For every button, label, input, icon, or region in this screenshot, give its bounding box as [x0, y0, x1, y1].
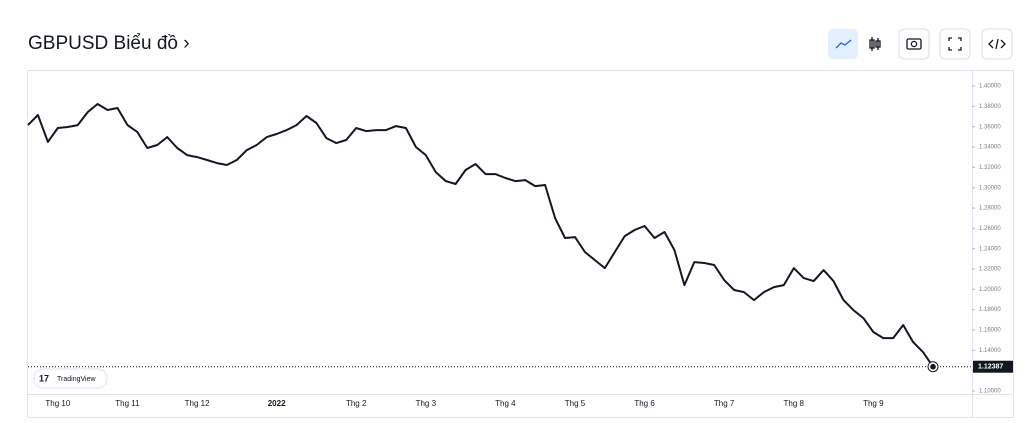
chart-frame [27, 70, 1014, 418]
x-tick-label: Thg 9 [863, 399, 884, 408]
x-tick-label: Thg 12 [185, 399, 210, 408]
y-tick-label: 1.24000 [979, 246, 1001, 252]
y-tick-label: 1.28000 [979, 206, 1001, 212]
last-price-box [973, 360, 1013, 373]
last-price-label: 1.12387 [978, 364, 1003, 371]
y-tick-label: 1.32000 [979, 165, 1001, 171]
y-tick-label: 1.26000 [979, 226, 1001, 232]
watermark-text: TradingView [57, 376, 96, 383]
fullscreen-button[interactable] [939, 28, 971, 60]
x-tick-label: Thg 7 [714, 399, 735, 408]
y-tick-label: 1.38000 [979, 104, 1001, 110]
y-tick-label: 1.20000 [979, 287, 1001, 293]
last-point-dot [930, 363, 936, 370]
toolbar [828, 28, 1013, 60]
y-tick-label: 1.34000 [979, 145, 1001, 151]
x-tick-label: 2022 [268, 399, 286, 408]
chart-title[interactable]: GBPUSD Biểu đồ › [28, 33, 190, 54]
y-tick-label: 1.22000 [979, 267, 1001, 273]
y-tick-label: 1.18000 [979, 307, 1001, 313]
y-tick-label: 1.30000 [979, 185, 1001, 191]
y-tick-label: 1.36000 [979, 124, 1001, 130]
x-tick-label: Thg 3 [416, 399, 437, 408]
x-tick-label: Thg 6 [634, 399, 655, 408]
candle-button[interactable] [869, 37, 881, 51]
y-tick-label: 1.14000 [979, 348, 1001, 354]
svg-text:17: 17 [39, 373, 49, 383]
y-tick-label: 1.40000 [979, 84, 1001, 90]
x-tick-label: Thg 8 [784, 399, 805, 408]
x-tick-label: Thg 4 [495, 399, 516, 408]
line-icon [835, 39, 852, 49]
snapshot-button[interactable] [898, 28, 930, 60]
x-tick-label: Thg 2 [346, 399, 367, 408]
y-tick-label: 1.16000 [979, 328, 1001, 334]
x-tick-label: Thg 11 [115, 399, 140, 408]
watermark: 17 TradingView [33, 368, 108, 389]
embed-button[interactable] [981, 28, 1013, 60]
y-tick-label: 1.10000 [979, 389, 1001, 395]
x-tick-label: Thg 10 [45, 399, 70, 408]
x-tick-label: Thg 5 [565, 399, 586, 408]
price-line [27, 103, 934, 368]
